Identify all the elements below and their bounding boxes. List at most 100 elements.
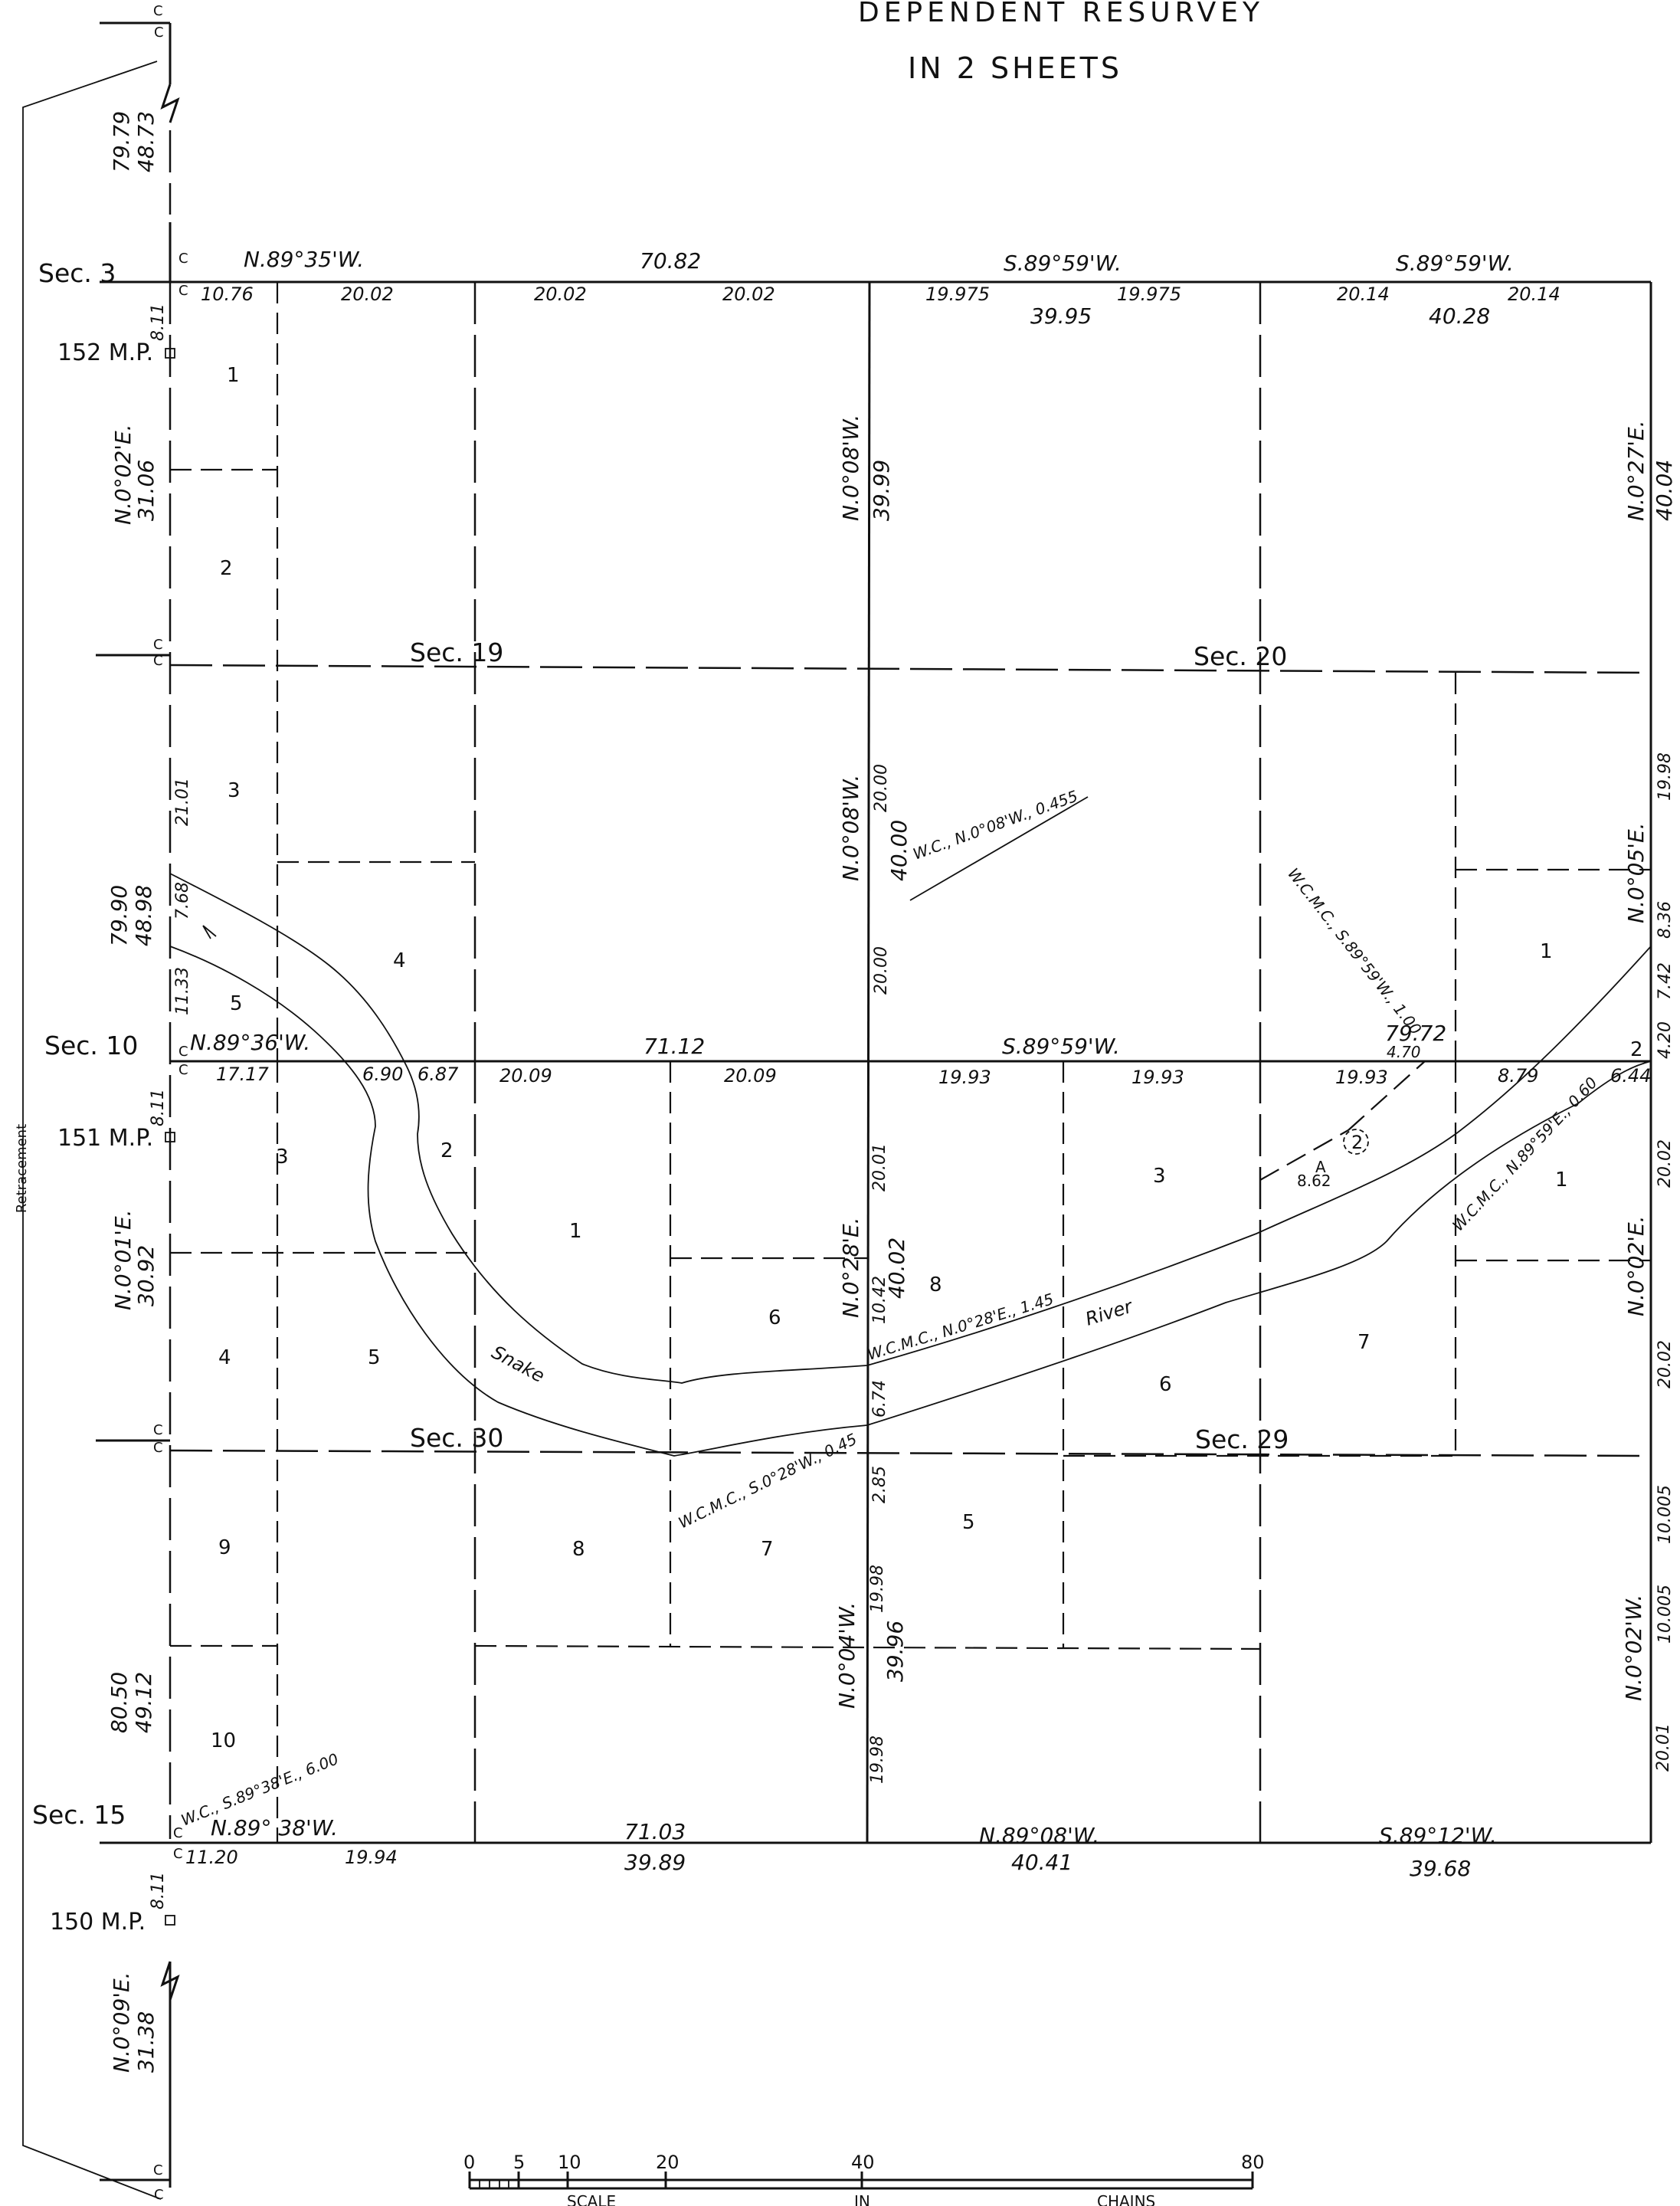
corner-mark: C	[178, 1062, 188, 1078]
distance: 2.85	[870, 1466, 889, 1503]
distance: 71.12	[644, 1034, 705, 1059]
distance: 39.99	[869, 460, 894, 521]
point-a-circle-number: 2	[1351, 1132, 1363, 1153]
distance: 48.98	[131, 885, 156, 946]
corner-mark: C	[178, 283, 188, 299]
distance: 7.68	[173, 882, 192, 919]
bearing-top-left: N.89°35'W.	[244, 247, 364, 272]
distance: 71.03	[624, 1819, 686, 1844]
lot-number: 5	[230, 992, 243, 1015]
distance: 19.93	[1335, 1067, 1388, 1088]
distance: 6.90	[362, 1064, 403, 1085]
lot-number: 10	[211, 1729, 236, 1752]
distance: 31.38	[133, 2011, 159, 2073]
distance: 40.04	[1652, 460, 1677, 521]
mile-post-150: 150 M.P.	[50, 1909, 146, 1936]
distance: 79.79	[109, 111, 134, 172]
distance: 49.12	[131, 1672, 156, 1733]
point-a-letter: A	[1315, 1158, 1326, 1176]
lot-number: 1	[1540, 940, 1553, 963]
river-label-snake: Snake	[488, 1342, 548, 1387]
scale-tick-label: 40	[851, 2152, 875, 2173]
distance: 39.95	[1030, 303, 1092, 329]
bearing-mid-left: N.89°36'W.	[190, 1030, 310, 1055]
corner-mark: C	[153, 1422, 163, 1438]
bearing-west-upper: N.0°02'E.	[110, 424, 136, 525]
lot-number: 2	[1630, 1038, 1643, 1061]
retracement-label: Retracement	[14, 1124, 30, 1213]
corner-mark: C	[154, 25, 164, 41]
distance: 20.02	[1655, 1139, 1675, 1188]
distance: 4.70	[1387, 1043, 1421, 1061]
bearing-east-mid: N.0°05'E.	[1623, 822, 1649, 923]
bearing-west-bottom: N.0°09'E.	[109, 1972, 134, 2073]
distance: 8.11	[149, 1089, 168, 1126]
point-a-marker: A 2	[1315, 1129, 1369, 1176]
corner-mark: C	[173, 1825, 183, 1841]
distances-vertical: 79.79 48.73 8.11 31.06 21.01 7.68 11.33 …	[106, 111, 1677, 2073]
distance: 19.94	[345, 1847, 398, 1868]
bearing-east-bottom: N.0°02'W.	[1621, 1595, 1646, 1701]
lot-number: 2	[220, 557, 233, 580]
corner-mark: C	[154, 2187, 164, 2203]
lot-number: 8	[929, 1273, 942, 1296]
lot-number: 9	[218, 1536, 231, 1559]
witness-corner-note: W.C.M.C., N.0°28'E., 1.45	[865, 1290, 1056, 1364]
plat-title: DEPENDENT RESURVEY	[858, 0, 1264, 28]
lot-number: 8	[572, 1538, 585, 1561]
lot-number: 1	[1555, 1169, 1568, 1192]
distance: 48.73	[133, 111, 159, 172]
distance: 8.11	[149, 1872, 168, 1909]
distance: 40.28	[1429, 303, 1490, 329]
distance: 11.33	[173, 967, 192, 1015]
distance: 10.76	[201, 284, 254, 305]
bearing-top-right: S.89°59'W.	[1396, 251, 1514, 276]
lot-number: 3	[276, 1146, 289, 1169]
distance: 6.44	[1610, 1065, 1651, 1087]
lot-number: 4	[393, 949, 406, 972]
distance: 40.41	[1011, 1850, 1073, 1875]
distance: 40.02	[884, 1237, 909, 1299]
distance: 8.36	[1655, 901, 1675, 939]
lot-number: 6	[1159, 1373, 1172, 1396]
bearing-top-mid: S.89°59'W.	[1004, 251, 1122, 276]
lot-number: 7	[1357, 1331, 1371, 1354]
section-label-10: Sec. 10	[44, 1031, 138, 1060]
section-label-20: Sec. 20	[1194, 641, 1287, 671]
distance: 20.14	[1508, 284, 1560, 305]
distance: 20.09	[724, 1065, 777, 1087]
distance: 21.01	[173, 778, 192, 826]
distance: 20.09	[499, 1065, 552, 1087]
distance: 17.17	[216, 1064, 269, 1085]
section-label-15: Sec. 15	[32, 1800, 126, 1830]
distance: 8.62	[1297, 1172, 1331, 1190]
distance: 30.92	[133, 1245, 159, 1306]
corner-mark: C	[153, 653, 163, 669]
distance: 20.00	[872, 946, 891, 995]
corner-marks: C C C C C C C C C C C C C C	[153, 3, 188, 2203]
scale-tick-label: 10	[558, 2152, 581, 2173]
lot-number: 5	[962, 1511, 975, 1534]
distance: 6.87	[418, 1064, 459, 1085]
section-labels: Sec. 3 Sec. 10 Sec. 15 Sec. 19 Sec. 20 S…	[32, 258, 1289, 1830]
distance: 6.74	[870, 1380, 889, 1418]
bearing-bot-right: S.89°12'W.	[1379, 1823, 1497, 1848]
corner-mark: C	[178, 251, 188, 267]
plat-subtitle: IN 2 SHEETS	[908, 51, 1122, 85]
corner-mark: C	[178, 1044, 188, 1060]
snake-river: Snake River	[169, 873, 1652, 1457]
distance: 79.90	[106, 885, 132, 946]
distance: 10.42	[870, 1276, 889, 1324]
corner-mark: C	[153, 2162, 163, 2178]
distance: 39.96	[883, 1621, 908, 1682]
distance: 79.72	[1385, 1021, 1446, 1046]
witness-corner-note: W.C., N.0°08'W., 0.455	[911, 787, 1081, 864]
distance: 19.93	[938, 1067, 991, 1088]
distance: 19.975	[925, 284, 990, 305]
distance: 20.01	[1654, 1723, 1673, 1772]
section-label-30: Sec. 30	[410, 1423, 503, 1453]
retracement-bracket: Retracement	[14, 61, 162, 2200]
distance: 20.01	[870, 1143, 889, 1192]
lot-number: 3	[1153, 1165, 1166, 1188]
lot-number: 3	[228, 779, 241, 802]
